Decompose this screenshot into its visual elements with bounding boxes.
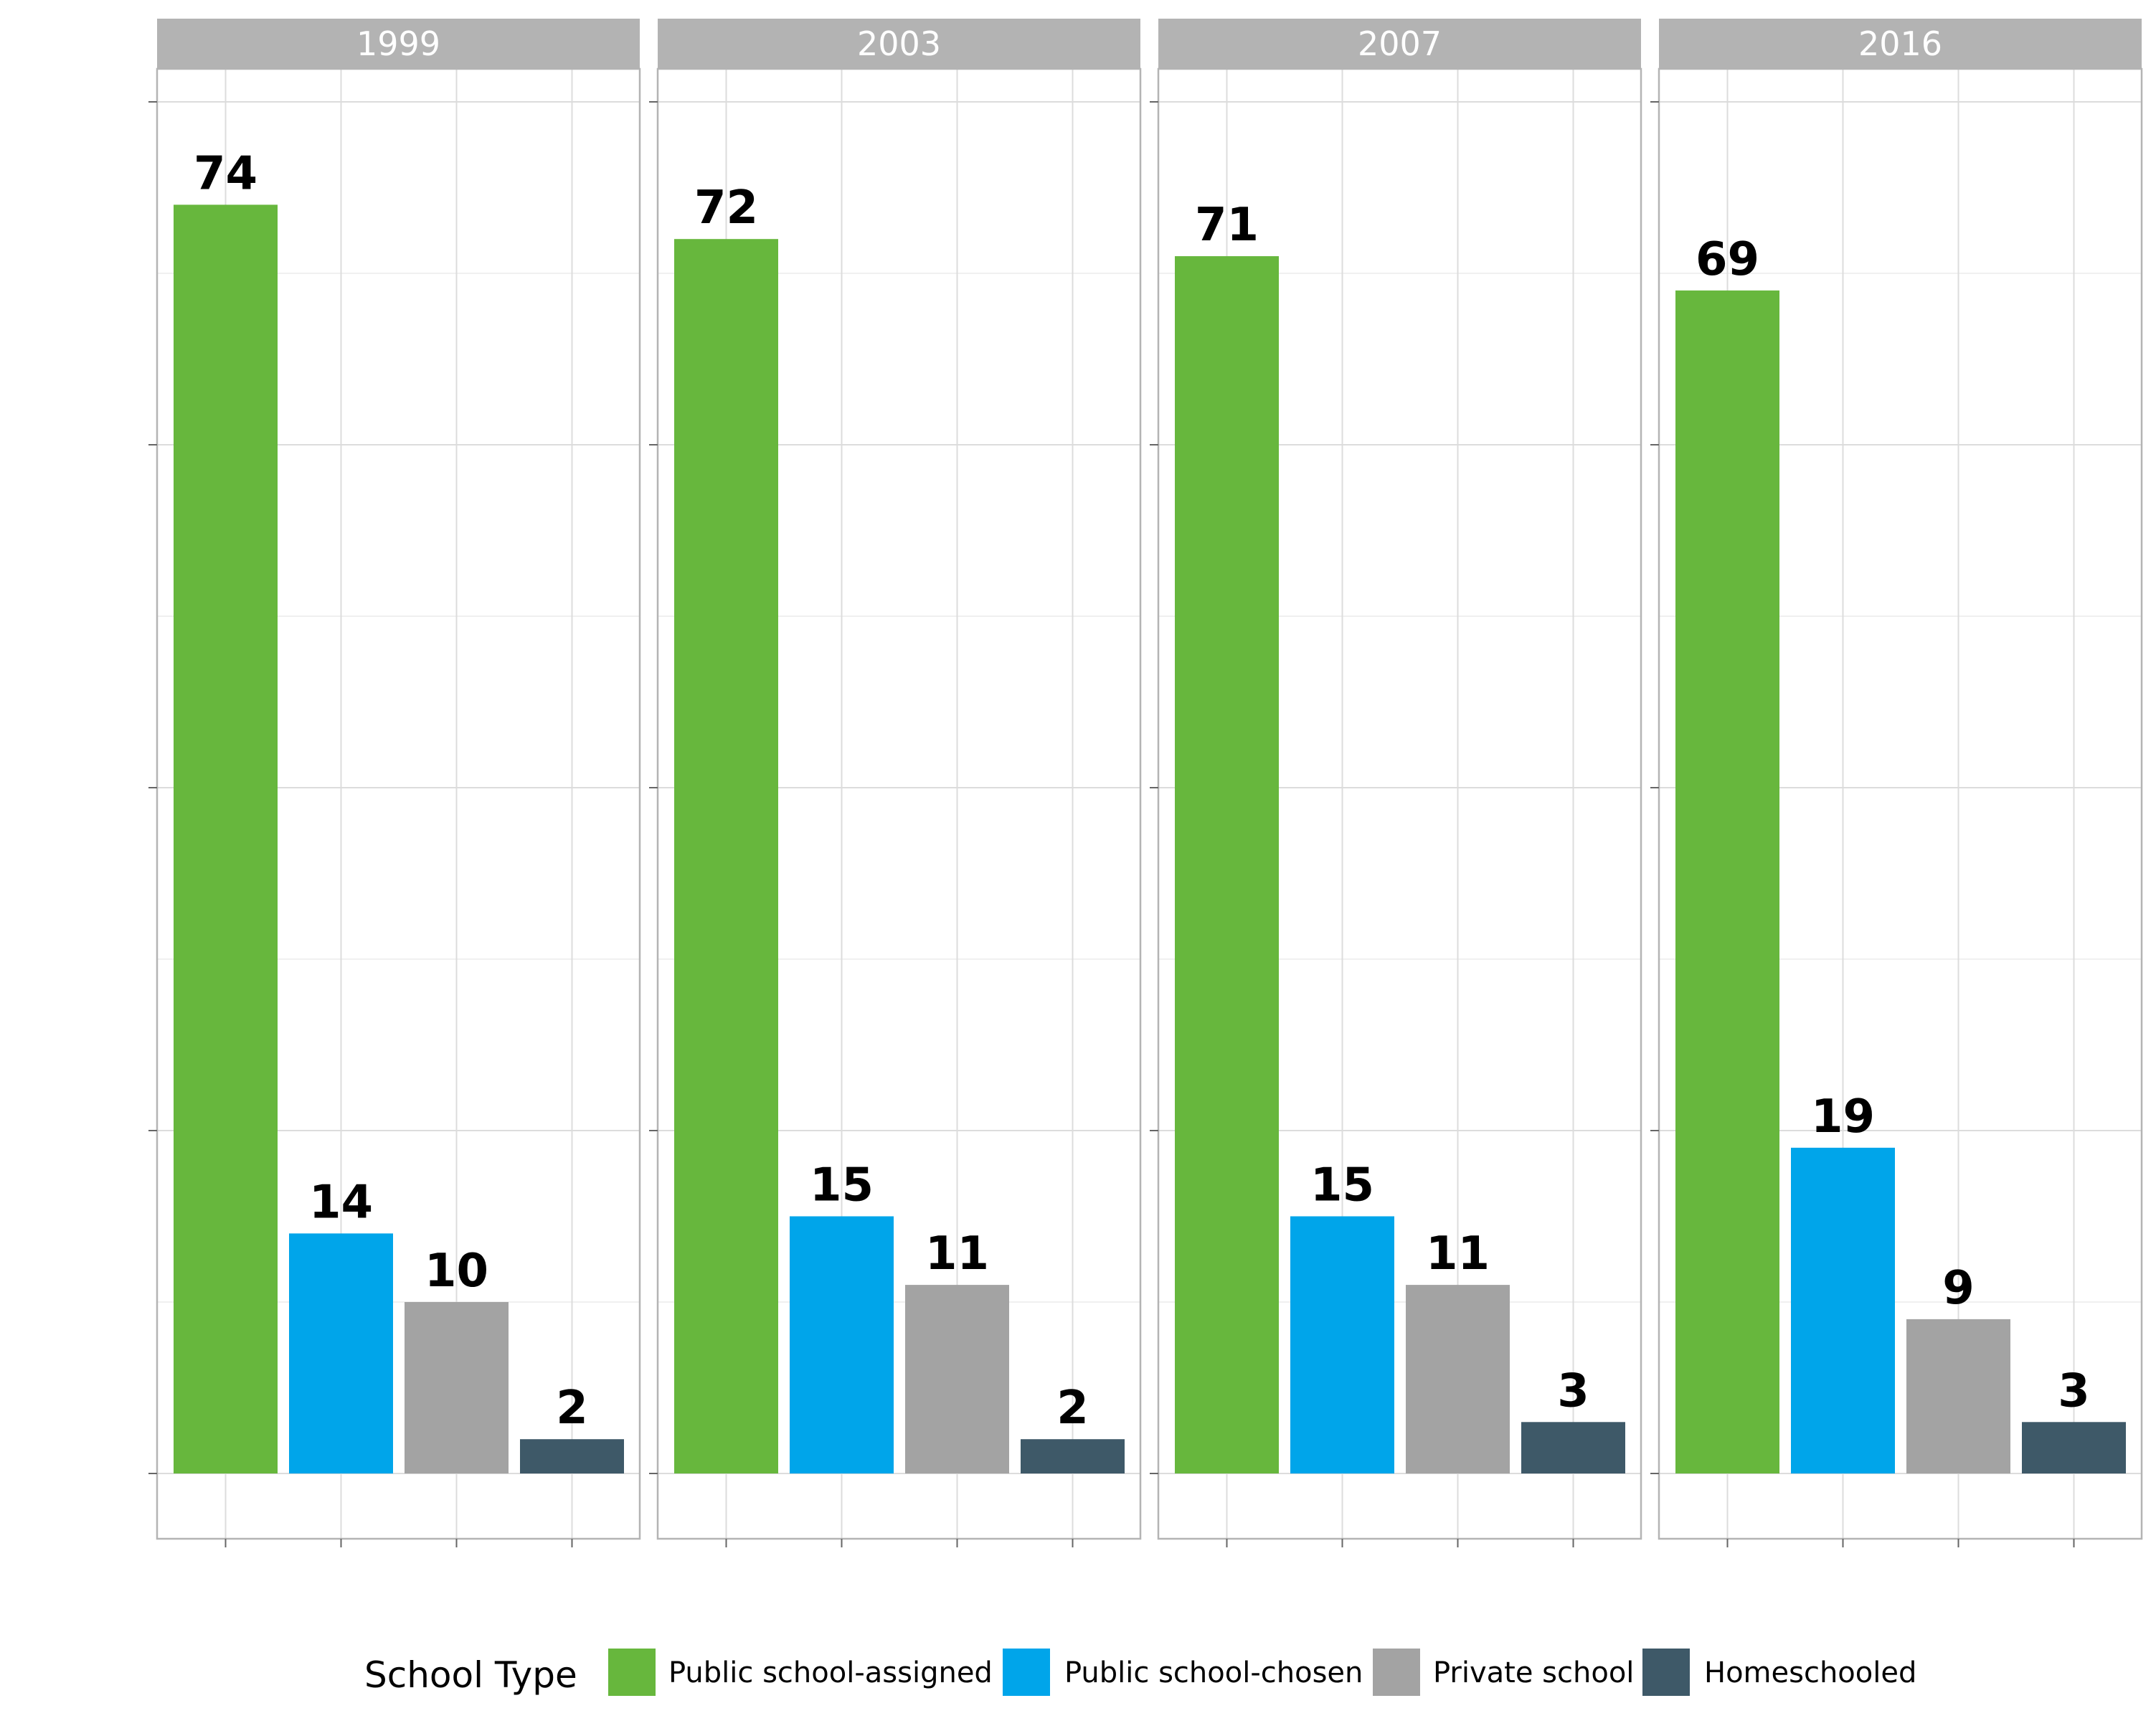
bar-value-label: 19	[1811, 1090, 1875, 1143]
bar-1999-public-school-chosen	[289, 1233, 393, 1473]
bar-2003-public-school-chosen	[790, 1216, 894, 1473]
bar-value-label: 14	[309, 1176, 373, 1229]
facet-panel-1999: 74 14 10 2 1999	[148, 19, 641, 1547]
facet-strip	[658, 19, 1140, 69]
bar-value-label: 72	[694, 181, 758, 235]
facet-strip-label: 1999	[356, 24, 440, 63]
bar-value-label: 2	[556, 1382, 588, 1435]
legend: School Type Public school-assigned Public…	[364, 1649, 1916, 1696]
facet-panel-2016: 69 19 9 3 2016	[1650, 19, 2143, 1547]
legend-key	[608, 1649, 656, 1696]
legend-item-public-school-assigned: Public school-assigned	[608, 1649, 993, 1696]
facet-strip-label: 2003	[857, 24, 941, 63]
legend-key	[1642, 1649, 1690, 1696]
legend-item-homeschooled: Homeschooled	[1642, 1649, 1916, 1696]
legend-title: School Type	[364, 1654, 577, 1696]
facet-panel-2007: 71 15 11 3 2007	[1150, 19, 1642, 1547]
legend-item-private-school: Private school	[1373, 1649, 1634, 1696]
legend-label: Private school	[1433, 1656, 1634, 1689]
facet-panel-2003: 72 15 11 2 2003	[649, 19, 1142, 1547]
bar-value-label: 3	[2058, 1364, 2090, 1418]
legend-item-public-school-chosen: Public school-chosen	[1003, 1649, 1363, 1696]
bar-value-label: 71	[1195, 199, 1259, 252]
bar-2007-public-school-chosen	[1290, 1216, 1394, 1473]
bar-2007-public-school-assigned	[1175, 256, 1279, 1474]
legend-label: Public school-chosen	[1064, 1656, 1363, 1689]
bar-2016-public-school-chosen	[1791, 1147, 1895, 1473]
bar-2003-public-school-assigned	[674, 239, 778, 1474]
bar-value-label: 3	[1557, 1364, 1589, 1418]
facet-strip	[1158, 19, 1641, 69]
facet-strip-label: 2007	[1358, 24, 1442, 63]
legend-items: Public school-assigned Public school-chos…	[608, 1649, 1916, 1696]
bar-value-label: 11	[1426, 1227, 1490, 1281]
bar-2016-homeschooled	[2022, 1422, 2126, 1473]
chart-panels: 74 14 10 2 1999 72 15 11 2 2003 71 15 11 3 2007 69 19 9 3 2…	[148, 19, 2143, 1547]
facet-strip	[157, 19, 640, 69]
bar-value-label: 74	[194, 147, 257, 200]
bar-2003-homeschooled	[1021, 1439, 1125, 1473]
bar-1999-homeschooled	[520, 1439, 624, 1473]
legend-label: Public school-assigned	[668, 1656, 993, 1689]
bar-2007-private-school	[1406, 1285, 1510, 1473]
bar-value-label: 10	[425, 1245, 488, 1298]
facet-strip	[1659, 19, 2142, 69]
bar-2003-private-school	[905, 1285, 1009, 1473]
bar-2007-homeschooled	[1521, 1422, 1625, 1473]
legend-key	[1003, 1649, 1050, 1696]
bar-value-label: 15	[810, 1159, 874, 1212]
facet-strip-label: 2016	[1858, 24, 1942, 63]
bar-value-label: 9	[1942, 1262, 1975, 1315]
bar-2016-public-school-assigned	[1675, 290, 1779, 1473]
bar-value-label: 69	[1696, 233, 1759, 286]
legend-key	[1373, 1649, 1420, 1696]
bar-2016-private-school	[1906, 1319, 2010, 1473]
bar-1999-public-school-assigned	[174, 204, 278, 1473]
bar-value-label: 2	[1056, 1382, 1089, 1435]
legend-label: Homeschooled	[1704, 1656, 1916, 1689]
bar-1999-private-school	[405, 1302, 509, 1473]
bar-value-label: 15	[1310, 1159, 1374, 1212]
bar-value-label: 11	[925, 1227, 989, 1281]
